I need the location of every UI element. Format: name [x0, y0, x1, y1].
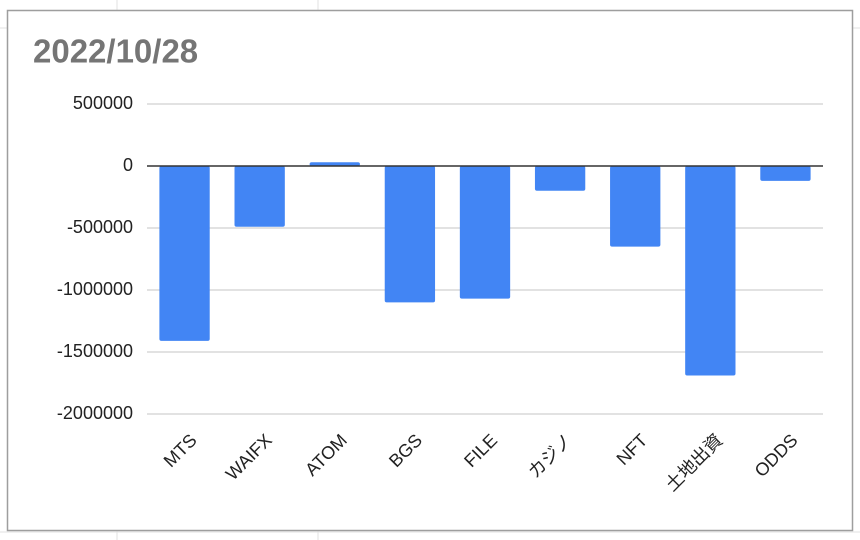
bar: [534, 166, 586, 191]
bar: [760, 166, 811, 181]
bar: [685, 166, 736, 376]
bar: [309, 162, 360, 166]
bar: [159, 166, 210, 341]
y-tick-label: 0: [123, 155, 133, 175]
bar: [234, 166, 285, 227]
y-tick-label: -500000: [67, 217, 133, 237]
chart-title: 2022/10/28: [33, 33, 198, 70]
y-tick-label: -1000000: [57, 279, 133, 299]
y-tick-label: -1500000: [57, 341, 133, 361]
y-tick-label: -2000000: [57, 403, 133, 423]
bar: [459, 166, 511, 299]
bar: [384, 166, 436, 303]
y-tick-label: 500000: [73, 93, 133, 113]
bar: [610, 166, 661, 247]
